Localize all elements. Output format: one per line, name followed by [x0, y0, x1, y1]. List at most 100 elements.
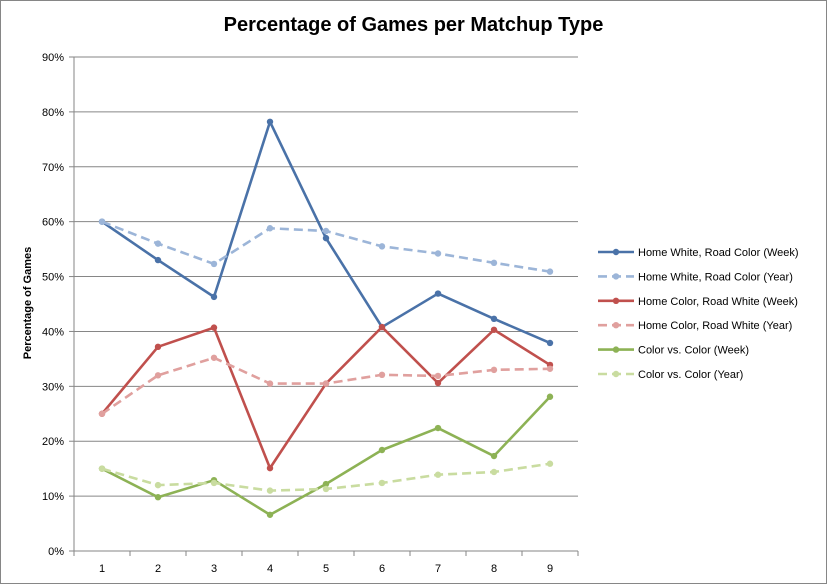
y-tick-label: 60% — [42, 217, 64, 229]
y-tick-label: 70% — [42, 162, 64, 174]
data-point — [210, 479, 218, 487]
data-point — [154, 372, 162, 379]
y-tick-label: 20% — [42, 436, 64, 448]
y-tick-label: 30% — [42, 381, 64, 393]
data-point — [98, 465, 106, 472]
chart-title: Percentage of Games per Matchup Type — [223, 14, 604, 36]
data-point — [490, 366, 498, 374]
series-5 — [98, 393, 554, 518]
data-point — [490, 468, 498, 476]
series-line — [101, 325, 551, 470]
legend-label: Home White, Road Color (Week) — [638, 247, 799, 259]
data-point — [322, 227, 330, 235]
legend-marker — [612, 370, 620, 378]
legend-label: Color vs. Color (Week) — [638, 345, 749, 357]
data-point — [98, 410, 106, 417]
data-point — [154, 343, 162, 351]
data-point — [490, 315, 498, 323]
data-point — [378, 446, 386, 454]
y-tick-label: 50% — [42, 272, 64, 284]
x-tick-label: 4 — [267, 563, 273, 575]
series-6 — [98, 460, 554, 494]
y-tick-label: 0% — [48, 546, 64, 558]
series-2 — [98, 218, 554, 275]
y-tick-labels: 0% 10% 20% 30% 40% 50% 60% 70% 80% 90% — [42, 52, 64, 558]
axes — [73, 57, 579, 556]
data-point — [546, 460, 554, 467]
data-point — [546, 268, 554, 275]
gridlines — [69, 56, 578, 552]
data-point — [546, 365, 554, 372]
x-tick-label: 3 — [211, 563, 217, 575]
legend-marker — [612, 322, 620, 329]
data-point — [322, 480, 330, 488]
data-point — [210, 354, 218, 361]
data-point — [154, 481, 162, 489]
x-tick-label: 8 — [491, 563, 497, 575]
data-point — [378, 371, 386, 379]
data-point — [490, 326, 498, 333]
x-tick-label: 2 — [155, 563, 161, 575]
data-point — [378, 323, 386, 331]
data-point — [434, 471, 442, 478]
data-point — [434, 372, 442, 380]
legend-marker — [612, 297, 620, 304]
data-point — [154, 494, 162, 501]
legend-label: Home Color, Road White (Week) — [638, 296, 798, 308]
x-tick-label: 1 — [99, 563, 105, 575]
data-point — [154, 240, 162, 247]
legend-entry: Color vs. Color (Week) — [598, 345, 749, 357]
data-point — [546, 393, 554, 400]
data-point — [98, 218, 106, 225]
data-point — [434, 379, 442, 387]
data-point — [266, 487, 274, 494]
legend-marker — [612, 346, 620, 353]
series-3 — [98, 323, 554, 472]
series-4 — [98, 354, 554, 417]
data-point — [322, 234, 330, 242]
data-point — [154, 256, 162, 264]
data-point — [378, 479, 386, 487]
y-tick-label: 40% — [42, 326, 64, 338]
legend-entry: Home White, Road Color (Year) — [598, 271, 793, 283]
data-point — [434, 250, 442, 257]
data-point — [322, 380, 330, 387]
x-tick-label: 6 — [379, 563, 385, 575]
series-line — [101, 395, 551, 517]
y-tick-label: 10% — [42, 491, 64, 503]
legend-entry: Home Color, Road White (Week) — [598, 296, 798, 308]
y-tick-label: 90% — [42, 52, 64, 64]
data-point — [546, 339, 554, 347]
x-tick-labels: 1 2 3 4 5 6 7 8 9 — [99, 563, 553, 575]
legend-label: Home Color, Road White (Year) — [638, 320, 792, 332]
data-point — [266, 511, 274, 518]
data-point — [490, 452, 498, 460]
data-point — [434, 424, 442, 432]
data-point — [210, 293, 218, 301]
data-point — [266, 118, 274, 125]
series-lines — [98, 118, 554, 518]
legend-entry: Color vs. Color (Year) — [598, 369, 743, 381]
data-point — [322, 485, 330, 493]
legend-marker — [612, 248, 620, 256]
legend-label: Color vs. Color (Year) — [638, 369, 743, 381]
x-tick-label: 9 — [547, 563, 553, 575]
legend-entry: Home Color, Road White (Year) — [598, 320, 792, 332]
data-point — [434, 290, 442, 297]
data-point — [210, 260, 218, 268]
y-tick-label: 80% — [42, 107, 64, 119]
legend-label: Home White, Road Color (Year) — [638, 271, 793, 283]
data-point — [210, 324, 218, 331]
legend-marker — [612, 273, 620, 280]
data-point — [266, 464, 274, 472]
data-point — [266, 380, 274, 387]
data-point — [378, 243, 386, 250]
data-point — [490, 259, 498, 267]
legend-entry: Home White, Road Color (Week) — [598, 247, 799, 259]
x-tick-label: 7 — [435, 563, 441, 575]
x-tick-label: 5 — [323, 563, 329, 575]
legend: Home White, Road Color (Week) Home White,… — [598, 247, 799, 381]
data-point — [266, 225, 274, 232]
y-axis-title: Percentage of Games — [22, 247, 34, 360]
